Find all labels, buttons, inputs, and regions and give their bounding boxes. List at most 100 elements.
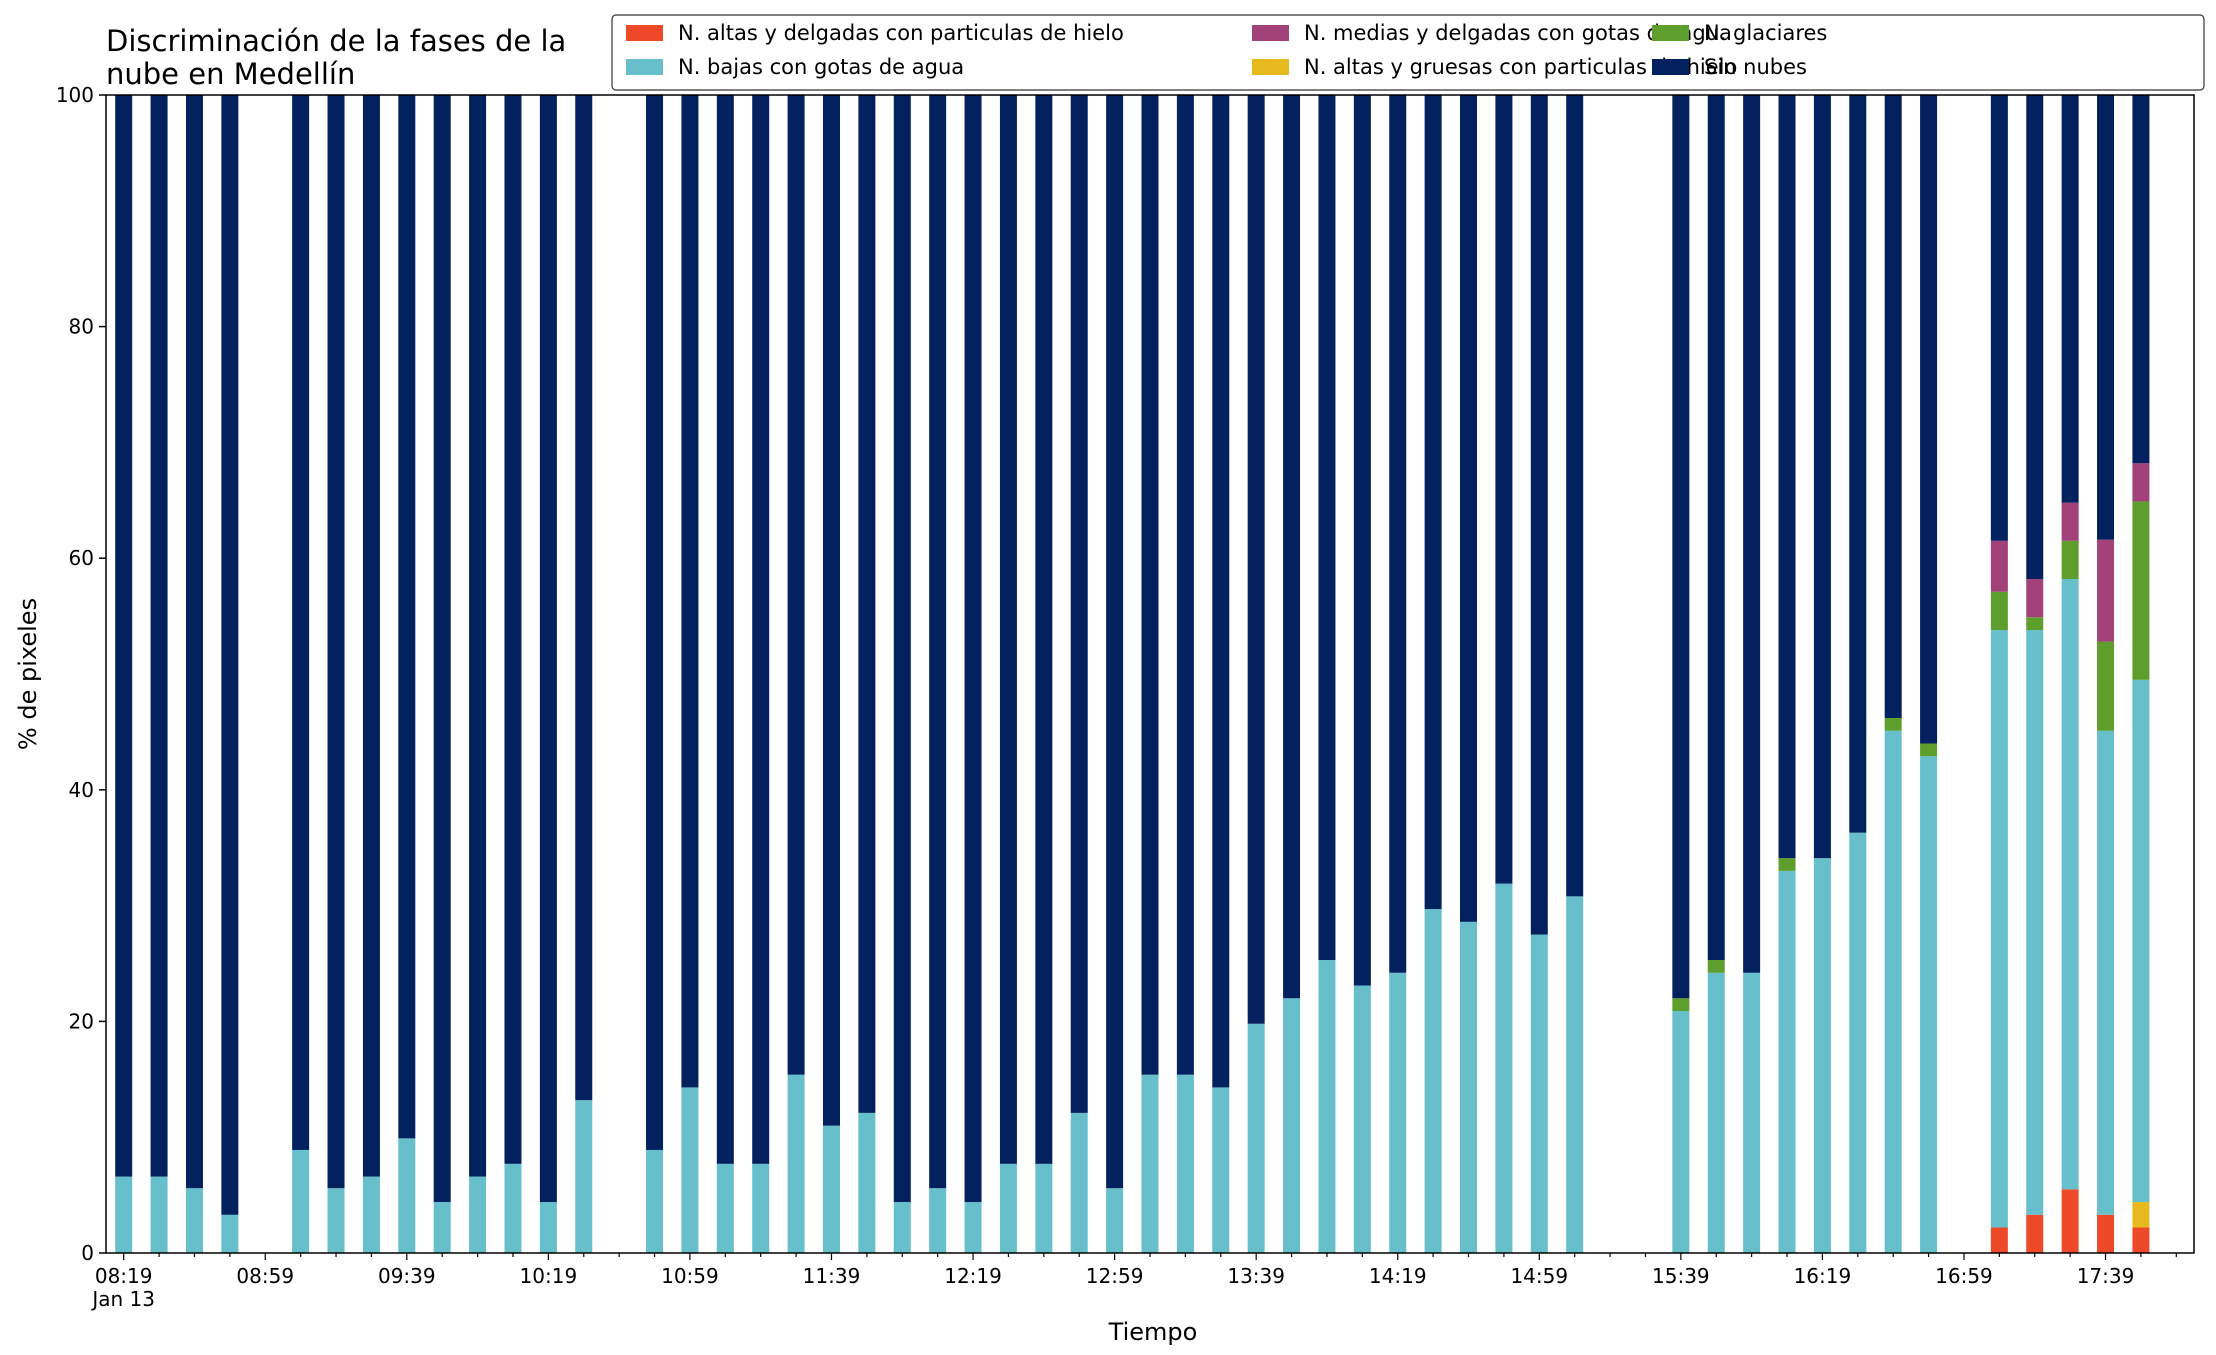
bar-segment-5-series-5 (292, 95, 310, 1150)
bar-segment-3-series-2 (221, 1214, 239, 1253)
bar-segment-9-series-2 (433, 1202, 451, 1253)
bar-segment-25-series-2 (999, 1163, 1017, 1253)
bar-segment-26-series-2 (1035, 1163, 1053, 1253)
y-tick-label-0: 0 (81, 1241, 94, 1265)
bar-segment-38-series-5 (1460, 95, 1478, 922)
bar-segment-55-series-3 (2061, 540, 2079, 580)
bar-segment-51-series-3 (1920, 743, 1938, 757)
bar-segment-54-series-3 (2026, 617, 2044, 630)
bar-segment-2-series-5 (185, 95, 203, 1189)
bar-segment-45-series-5 (1707, 95, 1725, 961)
bar-segment-50-series-3 (1884, 718, 1902, 731)
bar-segment-23-series-2 (929, 1188, 947, 1253)
bars-layer (115, 95, 2150, 1253)
bar-segment-57-series-2 (2132, 679, 2150, 1203)
y-tick-label-80: 80 (69, 315, 94, 339)
bar-segment-40-series-5 (1530, 95, 1548, 935)
bar-segment-16-series-2 (681, 1087, 699, 1253)
x-tick-label-10:19: 10:19 (520, 1264, 578, 1288)
bar-segment-28-series-2 (1106, 1188, 1124, 1253)
bar-segment-1-series-2 (150, 1176, 168, 1253)
bar-segment-9-series-5 (433, 95, 451, 1203)
legend-swatch-4 (1252, 25, 1289, 41)
bar-segment-49-series-5 (1849, 95, 1867, 833)
x-tick-label-10:59: 10:59 (661, 1264, 719, 1288)
bar-segment-34-series-2 (1318, 960, 1336, 1253)
bar-segment-57-series-1 (2132, 1202, 2150, 1228)
bar-segment-10-series-5 (469, 95, 487, 1177)
bar-segment-7-series-5 (362, 95, 380, 1177)
bar-segment-56-series-5 (2097, 95, 2115, 540)
x-tick-label-16:19: 16:19 (1794, 1264, 1852, 1288)
bar-segment-25-series-5 (999, 95, 1017, 1164)
bar-segment-54-series-0 (2026, 1214, 2044, 1253)
y-axis: 0 20 40 60 80 100 (56, 83, 106, 1265)
x-tick-label-13:39: 13:39 (1227, 1264, 1285, 1288)
bar-segment-5-series-2 (292, 1149, 310, 1253)
bar-segment-44-series-5 (1672, 95, 1690, 999)
bar-segment-53-series-3 (1990, 591, 2008, 630)
bar-segment-57-series-5 (2132, 95, 2150, 464)
bar-segment-6-series-5 (327, 95, 345, 1189)
bar-segment-30-series-2 (1176, 1074, 1194, 1253)
bar-segment-53-series-2 (1990, 630, 2008, 1228)
bar-segment-16-series-5 (681, 95, 699, 1088)
bar-segment-30-series-5 (1176, 95, 1194, 1075)
bar-segment-48-series-2 (1813, 858, 1831, 1253)
bar-segment-12-series-5 (539, 95, 557, 1203)
bar-segment-44-series-3 (1672, 998, 1690, 1011)
bar-segment-26-series-5 (1035, 95, 1053, 1164)
chart-title-line-2: nube en Medellín (106, 57, 355, 91)
bar-segment-19-series-2 (787, 1074, 805, 1253)
bar-segment-23-series-5 (929, 95, 947, 1189)
x-tick-label-08:59: 08:59 (236, 1264, 294, 1288)
bar-segment-44-series-2 (1672, 1010, 1690, 1253)
bar-segment-0-series-5 (115, 95, 133, 1177)
bar-segment-54-series-5 (2026, 95, 2044, 580)
legend-swatch-2 (626, 59, 663, 75)
bar-segment-53-series-5 (1990, 95, 2008, 541)
bar-segment-10-series-2 (469, 1176, 487, 1253)
bar-segment-27-series-2 (1070, 1112, 1088, 1253)
x-tick-label-08:19: 08:19 (95, 1264, 153, 1288)
bar-segment-45-series-3 (1707, 960, 1725, 973)
bar-segment-46-series-2 (1743, 972, 1761, 1253)
bar-segment-11-series-5 (504, 95, 522, 1164)
bar-segment-32-series-5 (1247, 95, 1265, 1024)
bar-segment-41-series-2 (1566, 896, 1584, 1253)
x-tick-label-12:59: 12:59 (1086, 1264, 1144, 1288)
bar-segment-55-series-4 (2061, 502, 2079, 541)
bar-segment-24-series-2 (964, 1202, 982, 1253)
bar-segment-54-series-2 (2026, 630, 2044, 1215)
bar-segment-28-series-5 (1106, 95, 1124, 1189)
x-tick-label-11:39: 11:39 (803, 1264, 861, 1288)
bar-segment-2-series-2 (185, 1188, 203, 1253)
bar-segment-18-series-2 (752, 1163, 770, 1253)
bar-segment-13-series-5 (575, 95, 593, 1101)
bar-segment-24-series-5 (964, 95, 982, 1203)
legend-label-0: N. altas y delgadas con particulas de hi… (678, 21, 1124, 45)
bar-segment-19-series-5 (787, 95, 805, 1075)
x-tick-label-17:39: 17:39 (2077, 1264, 2135, 1288)
bar-segment-57-series-0 (2132, 1227, 2150, 1253)
bar-segment-57-series-4 (2132, 463, 2150, 502)
bar-segment-6-series-2 (327, 1188, 345, 1253)
bar-segment-49-series-2 (1849, 832, 1867, 1253)
y-tick-label-40: 40 (69, 778, 94, 802)
bar-segment-56-series-3 (2097, 641, 2115, 731)
bar-segment-36-series-5 (1389, 95, 1407, 973)
bar-segment-21-series-5 (858, 95, 876, 1113)
y-tick-label-20: 20 (69, 1009, 94, 1033)
y-tick-label-60: 60 (69, 546, 94, 570)
bar-segment-21-series-2 (858, 1112, 876, 1253)
x-tick-label-14:19: 14:19 (1369, 1264, 1427, 1288)
bar-segment-35-series-5 (1353, 95, 1371, 986)
bar-segment-18-series-5 (752, 95, 770, 1164)
bar-segment-36-series-2 (1389, 972, 1407, 1253)
legend: N. altas y delgadas con particulas de hi… (611, 14, 2205, 91)
bar-segment-53-series-0 (1990, 1227, 2008, 1253)
bar-segment-41-series-5 (1566, 95, 1584, 897)
bar-segment-15-series-5 (646, 95, 664, 1150)
bar-segment-56-series-2 (2097, 730, 2115, 1215)
